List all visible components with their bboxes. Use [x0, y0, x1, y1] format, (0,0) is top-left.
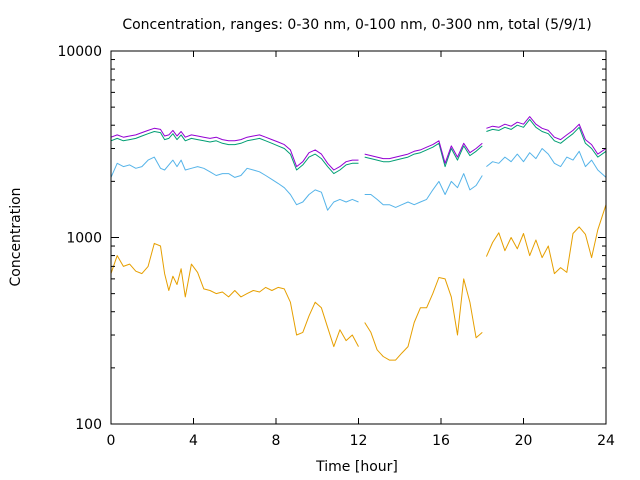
y-axis-label: Concentration [8, 187, 24, 286]
x-axis-label: Time [hour] [315, 459, 398, 475]
chart-title: Concentration, ranges: 0-30 nm, 0-100 nm… [122, 17, 591, 33]
x-tick-label: 4 [189, 433, 198, 449]
y-tick-label: 10000 [57, 44, 102, 60]
series-line-3 [110, 118, 607, 175]
x-tick-label: 0 [107, 433, 116, 449]
x-tick-label: 24 [597, 433, 615, 449]
axes-layer: 0 4 8 12 16 20 24 100 1000 10000 [57, 44, 615, 449]
series-line-4 [110, 116, 607, 171]
series-line-2 [110, 148, 607, 211]
y-tick-label: 1000 [66, 231, 102, 247]
y-tick-label: 100 [75, 417, 102, 433]
series-layer [110, 116, 607, 361]
x-tick-label: 8 [272, 433, 281, 449]
x-tick-label: 12 [350, 433, 368, 449]
series-line-1 [110, 204, 607, 361]
x-tick-label: 20 [515, 433, 533, 449]
plot-frame [110, 50, 607, 425]
x-tick-label: 16 [432, 433, 450, 449]
